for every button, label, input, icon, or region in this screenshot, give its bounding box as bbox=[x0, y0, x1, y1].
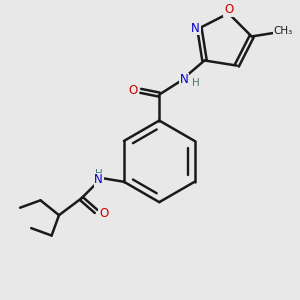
Text: CH₃: CH₃ bbox=[273, 26, 292, 36]
Text: N: N bbox=[191, 22, 200, 35]
Text: O: O bbox=[224, 3, 233, 16]
Text: N: N bbox=[180, 73, 188, 86]
Text: N: N bbox=[94, 173, 103, 186]
Text: H: H bbox=[95, 169, 103, 178]
Text: H: H bbox=[193, 79, 200, 88]
Text: O: O bbox=[129, 84, 138, 98]
Text: O: O bbox=[99, 207, 108, 220]
